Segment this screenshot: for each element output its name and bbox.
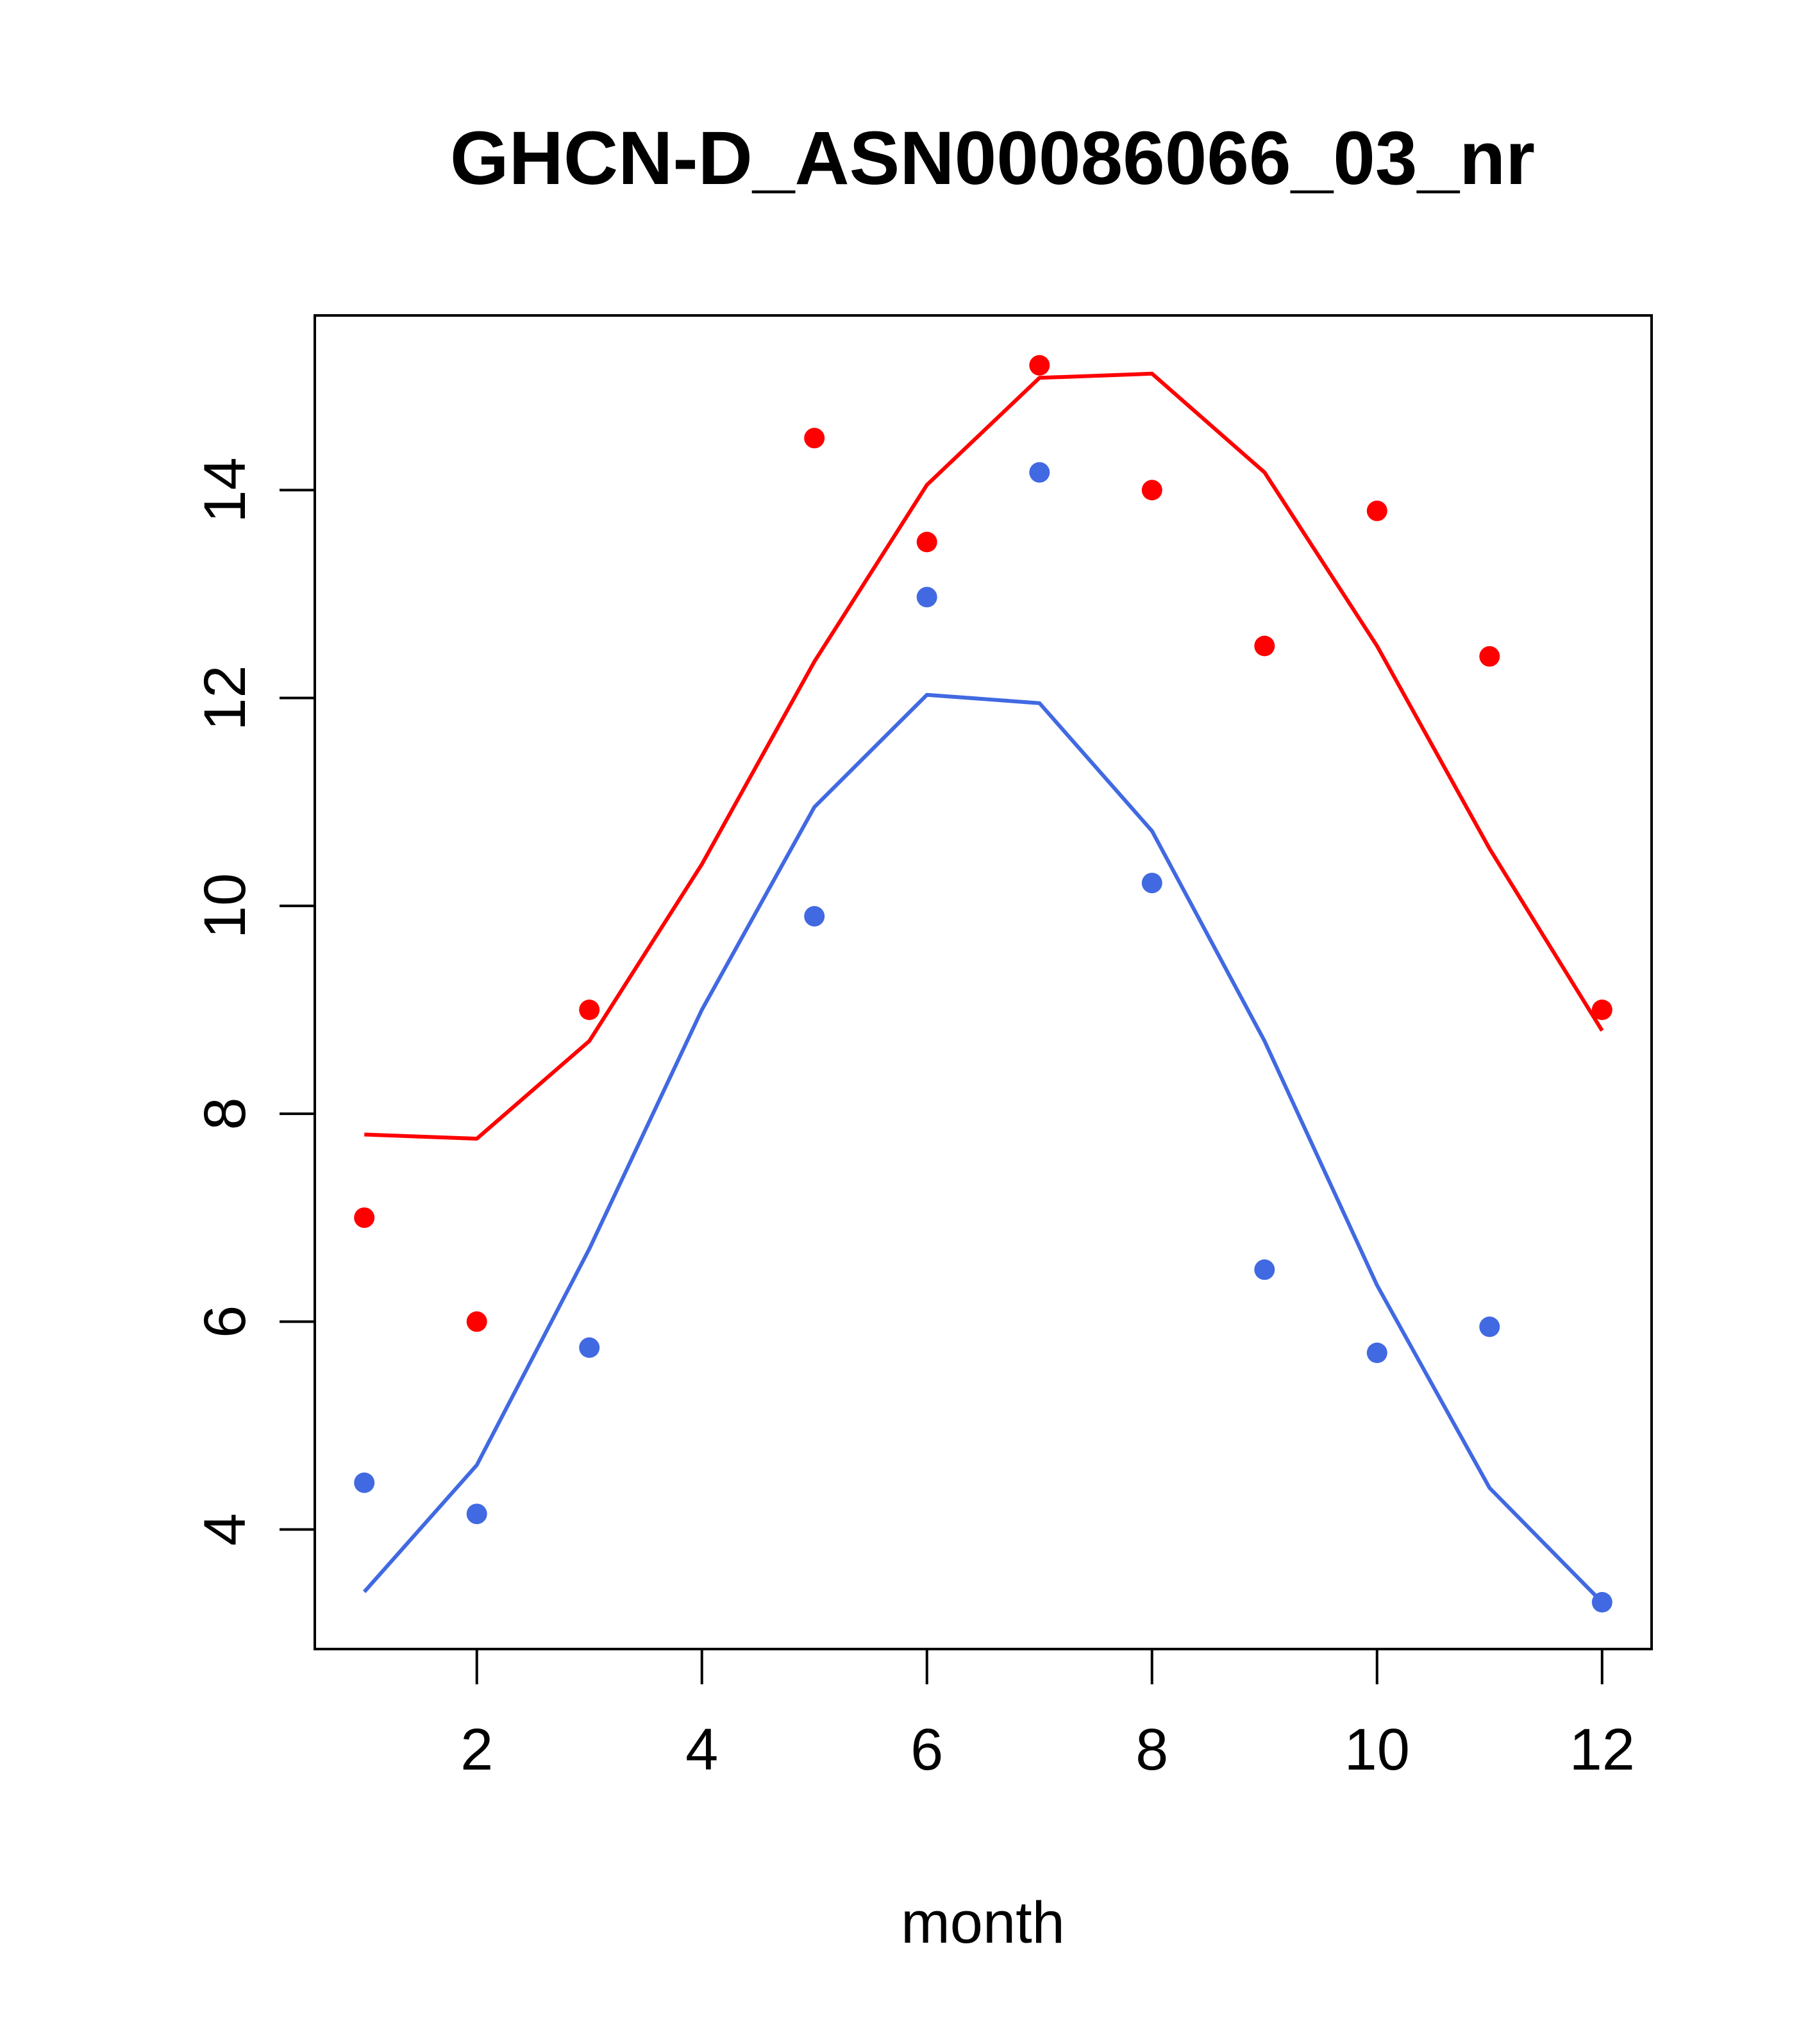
y-tick-label: 8 [192, 1097, 258, 1130]
series-2-point [1141, 873, 1162, 894]
series-2-point [466, 1504, 487, 1525]
series-1-point [1591, 1000, 1612, 1020]
y-tick-label: 6 [192, 1305, 258, 1338]
series-1-point [1254, 635, 1275, 657]
series-1-point [1141, 480, 1162, 501]
series-2-point [804, 906, 825, 927]
series-2-point [1479, 1316, 1500, 1337]
series-2-point [1029, 462, 1050, 483]
x-tick-label: 2 [460, 1717, 493, 1782]
series-layer [354, 355, 1612, 1613]
series-1-point [354, 1207, 375, 1228]
series-2-point [916, 587, 937, 608]
x-tick-label: 10 [1344, 1717, 1410, 1782]
x-tick-label: 6 [910, 1717, 943, 1782]
y-tick-label: 14 [192, 457, 258, 523]
series-1-point [579, 1000, 600, 1020]
y-tick-label: 12 [192, 665, 258, 730]
x-tick-label: 12 [1570, 1717, 1635, 1782]
series-2-point [1366, 1343, 1387, 1363]
x-tick-label: 8 [1135, 1717, 1168, 1782]
series-1-point [466, 1311, 487, 1332]
series-1-point [1366, 500, 1387, 521]
series-2-point [1254, 1259, 1275, 1280]
y-tick-label: 10 [192, 873, 258, 939]
plot-frame [314, 314, 1653, 1650]
series-2-point [354, 1472, 375, 1493]
series-1-point [804, 428, 825, 449]
series-2-point [1591, 1592, 1612, 1613]
series-1-point [916, 532, 937, 553]
series-2-line [362, 692, 1603, 1604]
x-axis: 2 4 6 8 10 12 [460, 1648, 1635, 1782]
chart-title: GHCN-D_ASN00086066_03_nr [450, 116, 1535, 201]
series-1-point [1479, 646, 1500, 667]
series-1-point [1029, 355, 1050, 376]
series-1-line [364, 371, 1604, 1141]
y-tick-label: 4 [192, 1513, 258, 1546]
x-axis-label: month [901, 1890, 1065, 1956]
y-axis: 4 6 8 10 12 14 [192, 457, 316, 1546]
series-2-point [579, 1337, 600, 1358]
x-tick-label: 4 [685, 1717, 718, 1782]
